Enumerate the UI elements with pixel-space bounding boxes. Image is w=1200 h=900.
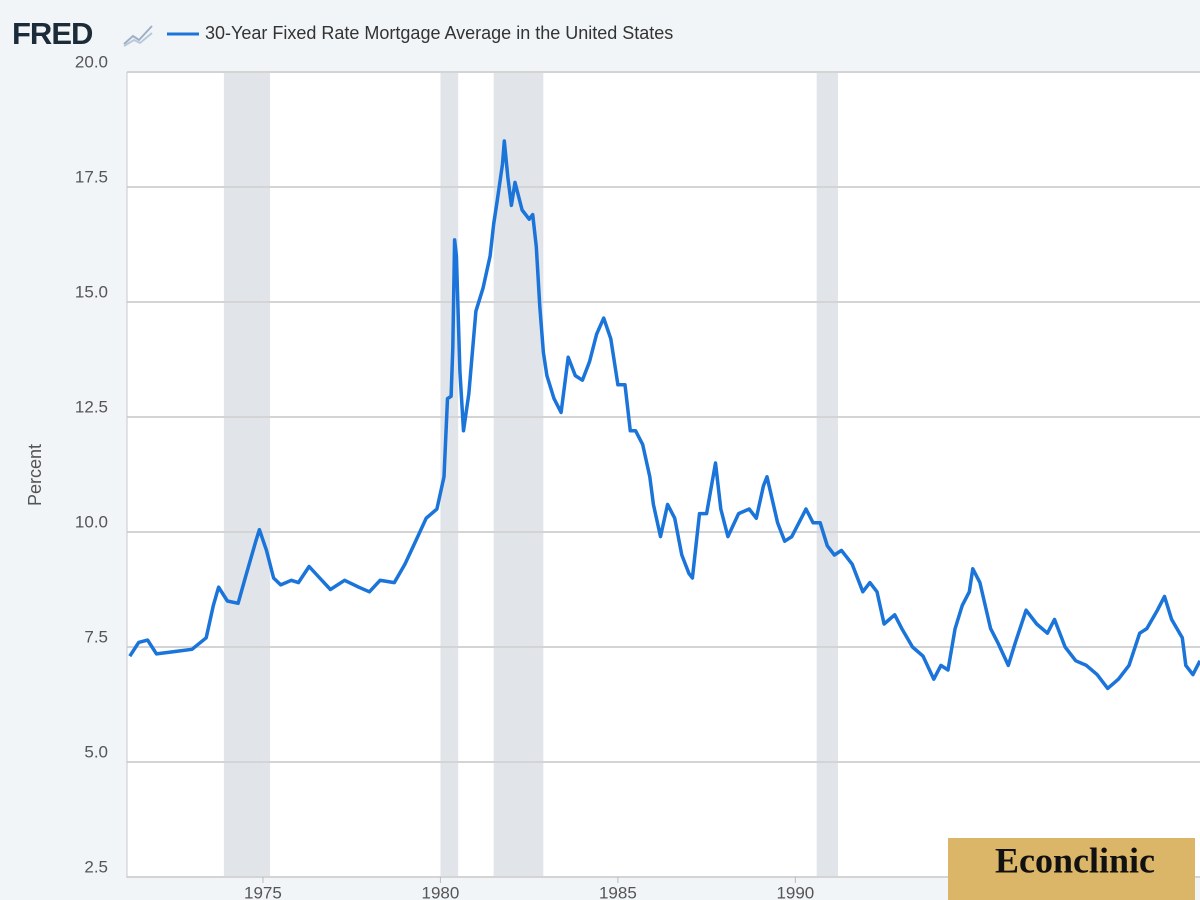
- logo-icon: [123, 25, 153, 47]
- x-tick-label: 1985: [599, 883, 637, 900]
- y-tick-label: 17.5: [75, 167, 108, 186]
- y-tick-label: 10.0: [75, 512, 108, 531]
- y-tick-label: 15.0: [75, 282, 108, 301]
- x-tick-label: 1975: [244, 883, 282, 900]
- watermark-box: [948, 838, 1195, 900]
- recessions: [223, 72, 838, 877]
- legend-label: 30-Year Fixed Rate Mortgage Average in t…: [205, 23, 673, 43]
- logo: FRED: [12, 16, 93, 51]
- watermark: Econclinic: [995, 840, 1155, 880]
- y-tick-label: 20.0: [75, 52, 108, 71]
- y-tick-label: 12.5: [75, 397, 108, 416]
- y-tick-label: 5.0: [84, 742, 108, 761]
- y-tick-label: 7.5: [84, 627, 108, 646]
- data-line: [128, 139, 1200, 691]
- plot: [128, 139, 1200, 691]
- x-tick-label: 1980: [422, 883, 460, 900]
- recession-band: [493, 72, 544, 877]
- x-tick-label: 1990: [776, 883, 814, 900]
- recession-band: [816, 72, 838, 877]
- y-axis-label: Percent: [25, 444, 45, 506]
- y-tick-label: 2.5: [84, 857, 108, 876]
- recession-band: [223, 72, 271, 877]
- plot-area: [127, 72, 1200, 878]
